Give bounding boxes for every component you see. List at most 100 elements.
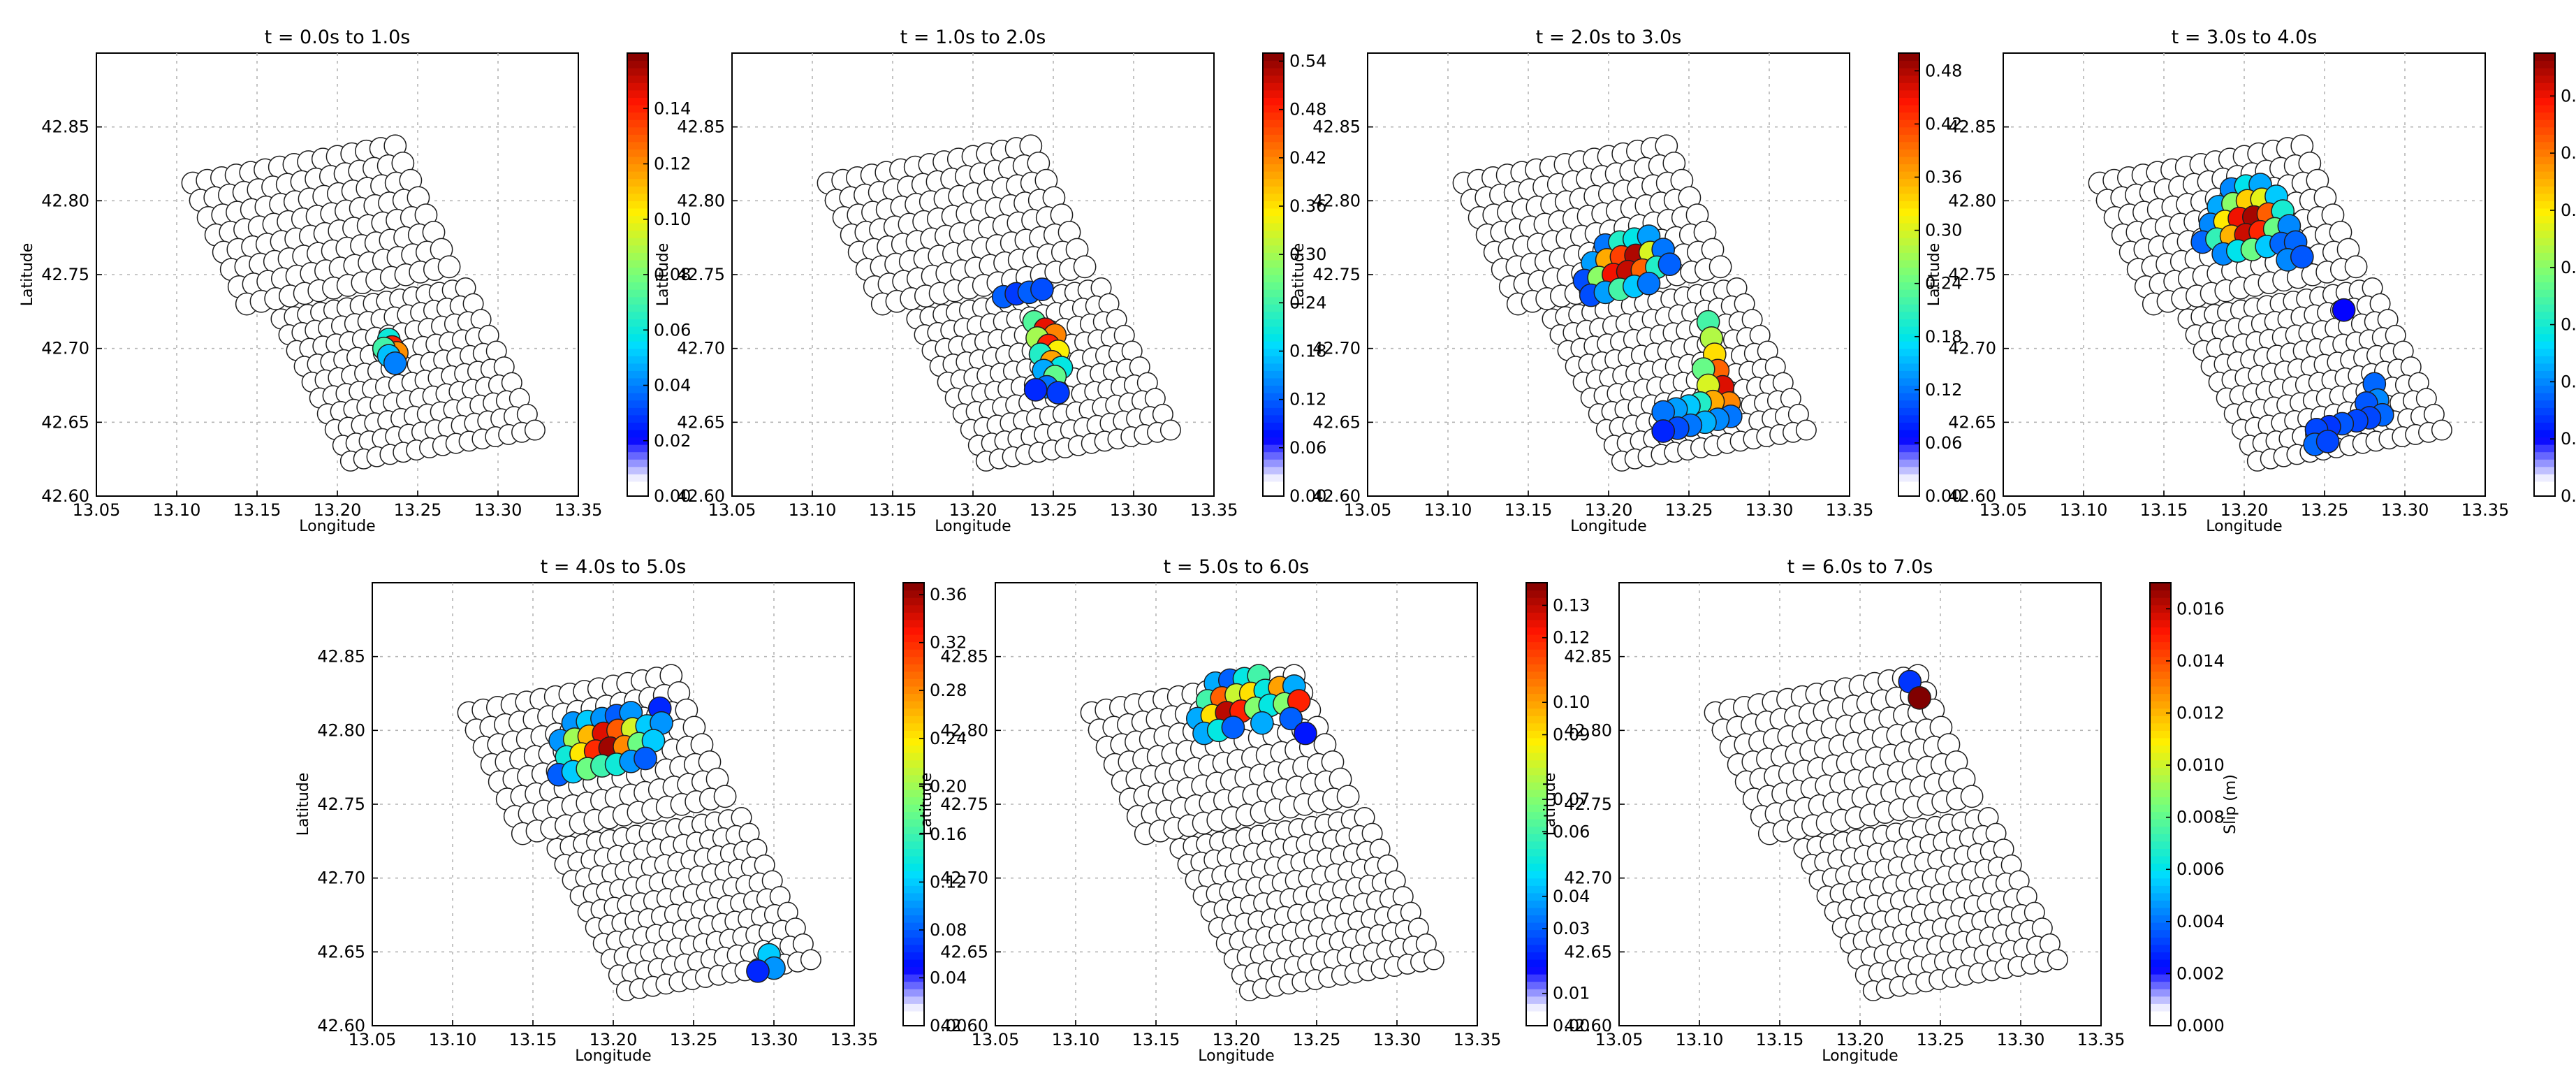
colorbar-band [2534,488,2555,497]
colorbar-tick-label: 0.30 [1289,245,1326,264]
colorbar-tick-label: 0.002 [2176,964,2225,983]
colorbar-band [1526,612,1547,620]
x-tick-label: 13.35 [1190,500,1238,520]
colorbar-band [2534,149,2555,157]
colorbar-band [2534,171,2555,180]
colorbar-band [2534,82,2555,91]
colorbar-band [627,304,648,312]
x-tick-label: 13.25 [1030,500,1078,520]
colorbar-band [627,208,648,217]
panel-2: 13.05 13.10 13.15 13.20 13.25 13.30 13.35 42.60… [654,27,1326,535]
colorbar-band [1898,97,1919,106]
slip-point [1908,685,1931,710]
colorbar-band [1526,811,1547,820]
colorbar-band [627,89,648,98]
colorbar-band [1898,385,1919,393]
x-tick-label: 13.10 [153,500,201,520]
y-tick-label: 42.75 [41,265,89,284]
colorbar-frame [1262,52,1285,497]
colorbar-band [2150,685,2171,695]
x-axis-label: Longitude [1198,1047,1274,1065]
colorbar-band [903,671,924,679]
colorbar-band [1263,97,1284,106]
colorbar-band [627,275,648,283]
x-tick-label: 13.20 [2220,500,2269,520]
colorbar-band [1263,466,1284,474]
colorbar-band [1526,715,1547,724]
colorbar-band [1526,863,1547,871]
colorbar-band [627,474,648,482]
colorbar-band [1898,348,1919,356]
colorbar-band [627,341,648,349]
colorbar-band [2534,75,2555,83]
colorbar-band [627,296,648,305]
y-axis-label: Latitude [1290,243,1308,307]
colorbar-band [1263,119,1284,128]
slip-patches [1572,224,1743,443]
colorbar-band [627,134,648,143]
colorbar-band [903,819,924,827]
slip-patches [991,277,1074,405]
colorbar: 0.00 0.02 0.04 0.06 0.08 0.10 0.12 0.14 [627,52,691,506]
colorbar-band [627,149,648,157]
x-tick-label: 13.30 [2381,500,2429,520]
colorbar-tick-label: 0.09 [1553,725,1590,745]
colorbar-band [1898,400,1919,408]
fault-patch [437,255,461,279]
colorbar-band [2534,126,2555,135]
colorbar-band [1263,238,1284,246]
fault-patch [2344,255,2368,279]
y-tick-label: 42.65 [677,412,725,432]
slip-point [1250,711,1274,735]
colorbar-band [627,201,648,209]
colorbar-tick-label: 0.20 [930,776,967,796]
colorbar-tick-label: 0.12 [1925,380,1962,400]
panel-4: 13.05 13.10 13.15 13.20 13.25 13.30 13.35 42.60… [1926,27,2576,535]
colorbar-tick-label: 0.03 [1553,919,1590,938]
colorbar-band [1526,693,1547,702]
colorbar-tick-label: 0.18 [1289,342,1326,361]
colorbar-tick-label: 0.06 [1289,438,1326,458]
colorbar-band [2150,619,2171,627]
colorbar-band [2534,400,2555,408]
colorbar-band [1263,252,1284,261]
colorbar-band [2150,848,2171,857]
colorbar-band [1898,208,1919,217]
colorbar-band [1898,319,1919,327]
colorbar-band [2534,193,2555,201]
colorbar-band [903,590,924,598]
colorbar-band [1263,451,1284,460]
fault-patch [713,785,737,808]
colorbar-band [2150,922,2171,931]
colorbar-band [2150,693,2171,702]
panel-3: 13.05 13.10 13.15 13.20 13.25 13.30 13.35 42.60… [1290,27,1962,535]
y-tick-label: 42.80 [677,191,725,210]
colorbar-band [903,634,924,643]
x-axis-label: Longitude [2206,518,2282,535]
colorbar-band [1263,481,1284,490]
colorbar-band [1898,393,1919,401]
colorbar-tick-label: 0.08 [654,265,691,284]
colorbar-band [903,900,924,908]
colorbar-band [2534,437,2555,445]
colorbar-band [2150,981,2171,989]
colorbar-band [1898,119,1919,128]
colorbar-band [1526,819,1547,827]
x-tick-label: 13.25 [670,1030,718,1049]
colorbar-band [2150,649,2171,657]
colorbar-tick-label: 0.12 [654,154,691,174]
colorbar-tick-label: 0.42 [1925,114,1962,133]
colorbar-band [1898,53,1919,61]
colorbar-tick-label: 0.24 [1289,293,1326,312]
colorbar-band [1898,311,1919,319]
colorbar-band [903,1010,924,1019]
colorbar-band [903,664,924,672]
panel-title: t = 6.0s to 7.0s [1787,556,1933,578]
x-tick-label: 13.15 [509,1030,557,1049]
colorbar-band [2150,871,2171,879]
colorbar-band [1263,437,1284,445]
colorbar-band [627,400,648,408]
y-tick-label: 42.75 [677,265,725,284]
x-tick-label: 13.10 [789,500,837,520]
colorbar-band [2150,590,2171,598]
